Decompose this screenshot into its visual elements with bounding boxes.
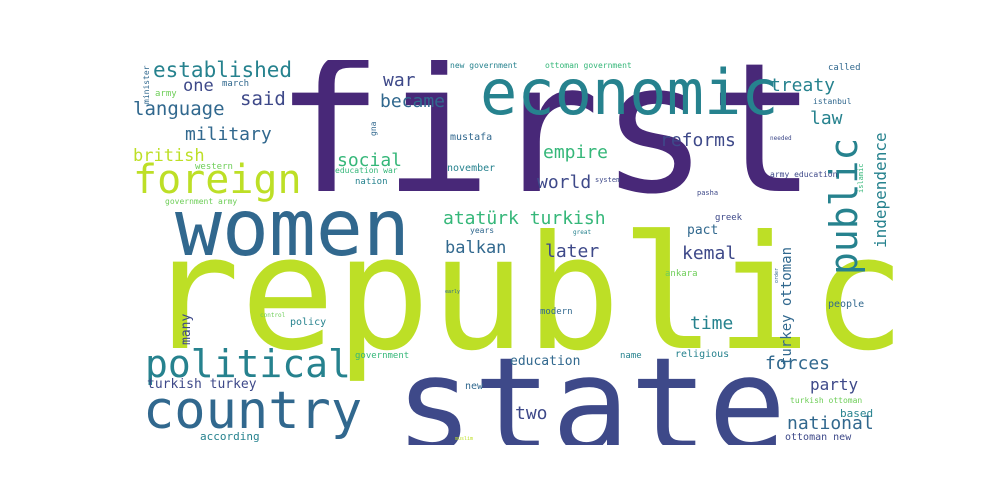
word-november: november xyxy=(447,163,496,174)
word-state: state xyxy=(395,329,787,445)
word-empire: empire xyxy=(543,142,609,163)
word-western: western xyxy=(195,162,233,172)
word-economic: economic xyxy=(480,60,779,129)
word-party: party xyxy=(810,375,859,394)
word-became: became xyxy=(380,91,446,112)
word-control: control xyxy=(260,312,286,319)
word-first: first xyxy=(275,60,817,234)
word-army: army xyxy=(155,89,177,99)
word-republic: republic xyxy=(145,202,900,386)
word-army-education: army education xyxy=(770,170,838,179)
word-modern: modern xyxy=(540,307,573,317)
word-istanbul: istanbul xyxy=(813,97,852,106)
word-gna: gna xyxy=(369,121,378,136)
word-government-army: government army xyxy=(165,197,238,206)
word-early: early xyxy=(445,289,461,295)
word-government: government xyxy=(355,351,410,361)
word-turkish-turkey: turkish turkey xyxy=(147,377,257,392)
word-system: system xyxy=(595,176,621,184)
word-forces: forces xyxy=(765,353,831,374)
word-public: public xyxy=(822,137,866,275)
word-ankara: ankara xyxy=(665,269,698,279)
word-turkish-ottoman: turkish ottoman xyxy=(790,396,863,405)
word-order: order xyxy=(774,267,780,283)
word-needed: needed xyxy=(770,135,792,142)
word-years: years xyxy=(470,226,495,235)
word-independence: independence xyxy=(871,132,890,248)
word-ataturk-turkish: atatürk turkish xyxy=(443,208,606,229)
word-national: national xyxy=(787,413,874,434)
word-pact: pact xyxy=(687,223,719,238)
word-british: british xyxy=(133,146,205,166)
word-two: two xyxy=(515,403,548,424)
word-muslim: muslim xyxy=(455,436,474,442)
word-many: many xyxy=(179,313,194,345)
word-mustafa: mustafa xyxy=(450,132,493,143)
word-called: called xyxy=(828,63,861,73)
word-country: country xyxy=(143,381,363,441)
word-religious: religious xyxy=(675,349,730,360)
word-established: established xyxy=(153,60,293,82)
word-education-war: education war xyxy=(335,166,398,175)
word-new: new xyxy=(465,381,484,392)
word-name: name xyxy=(620,351,642,361)
word-foreign: foreign xyxy=(133,157,302,203)
word-greek: greek xyxy=(715,213,743,223)
word-islamic: islamic xyxy=(857,163,865,193)
word-new-government: new government xyxy=(450,61,518,70)
word-cloud: republic first state women economic coun… xyxy=(125,60,900,445)
word-social: social xyxy=(337,150,403,171)
word-military: military xyxy=(185,124,272,145)
word-pasha: pasha xyxy=(697,189,719,197)
word-great: great xyxy=(573,229,592,236)
word-said: said xyxy=(240,88,286,110)
word-war: war xyxy=(383,70,416,91)
word-march: march xyxy=(222,79,250,89)
word-ottoman-new: ottoman new xyxy=(785,432,852,443)
word-based: based xyxy=(840,407,874,420)
word-political: political xyxy=(145,342,351,386)
word-reforms: reforms xyxy=(660,130,736,151)
word-language: language xyxy=(133,98,225,120)
word-world: world xyxy=(537,172,592,193)
word-nation: nation xyxy=(355,177,388,187)
word-time: time xyxy=(690,313,734,334)
word-law: law xyxy=(810,108,843,129)
word-kemal: kemal xyxy=(682,243,737,264)
word-treaty: treaty xyxy=(770,75,836,96)
word-one: one xyxy=(183,76,214,96)
word-education: education xyxy=(510,354,581,369)
word-balkan: balkan xyxy=(445,238,507,258)
word-turkey-ottoman: turkey ottoman xyxy=(779,246,795,365)
word-later: later xyxy=(545,241,600,262)
word-minister: minister xyxy=(142,65,151,104)
word-people: people xyxy=(828,299,865,310)
word-women: women xyxy=(175,184,410,274)
word-ottoman-government: ottoman government xyxy=(545,61,632,70)
word-according: according xyxy=(200,430,260,443)
word-policy: policy xyxy=(290,317,327,328)
